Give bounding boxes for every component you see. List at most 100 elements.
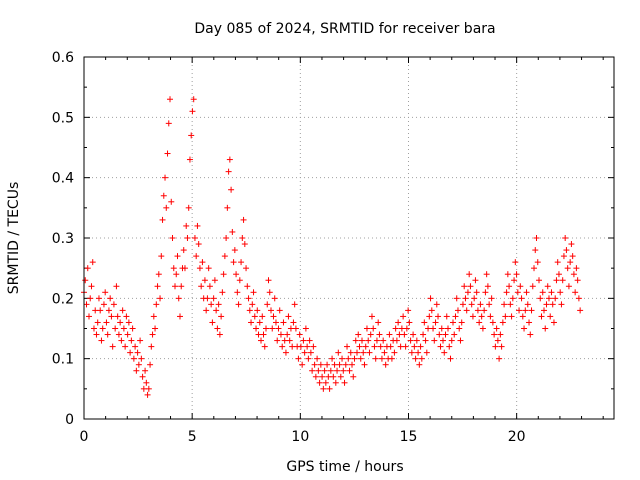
data-point	[210, 295, 217, 302]
data-point	[280, 319, 287, 326]
data-point	[382, 361, 389, 368]
data-point	[321, 367, 328, 374]
data-point	[133, 367, 140, 374]
data-point	[474, 307, 481, 314]
data-point	[446, 343, 453, 350]
plot-frame	[83, 56, 615, 420]
data-point	[329, 355, 336, 362]
data-point	[286, 337, 293, 344]
data-point	[143, 379, 150, 386]
data-point	[194, 222, 201, 229]
data-point	[317, 361, 324, 368]
data-point	[132, 343, 139, 350]
data-point	[100, 301, 107, 308]
data-point	[269, 325, 276, 332]
data-point	[487, 313, 494, 320]
data-point	[459, 301, 466, 308]
data-point	[431, 337, 438, 344]
data-point	[373, 337, 380, 344]
data-point	[306, 337, 313, 344]
data-point	[526, 319, 533, 326]
data-point	[109, 343, 116, 350]
data-point	[372, 355, 379, 362]
data-point	[98, 337, 105, 344]
data-point	[562, 235, 569, 241]
data-point	[538, 313, 545, 320]
data-points	[81, 96, 584, 398]
data-point	[523, 289, 530, 296]
data-point	[307, 349, 314, 356]
data-point	[110, 301, 117, 308]
data-point	[229, 228, 236, 235]
data-point	[418, 355, 425, 362]
data-point	[516, 307, 523, 314]
data-point	[435, 313, 442, 320]
data-point	[568, 241, 575, 248]
data-point	[415, 349, 422, 356]
data-point	[423, 349, 430, 356]
data-point	[363, 325, 370, 332]
data-point	[569, 253, 576, 260]
grid-lines	[84, 57, 614, 419]
data-point	[574, 277, 581, 284]
y-tick-labels: 0 0.1 0.2 0.3 0.4 0.5 0.6	[52, 50, 74, 428]
data-point	[163, 204, 170, 211]
y-tick-label: 0.4	[52, 171, 74, 187]
data-point	[88, 283, 95, 290]
x-tick-label: 5	[188, 429, 197, 445]
data-point	[366, 349, 373, 356]
x-tick-label: 0	[80, 429, 89, 445]
data-point	[145, 385, 152, 392]
data-point	[94, 319, 101, 326]
data-point	[461, 283, 468, 290]
data-point	[440, 337, 447, 344]
y-tick-label: 0	[65, 412, 74, 428]
data-point	[215, 301, 222, 308]
data-point	[203, 307, 210, 314]
data-point	[486, 301, 493, 308]
data-point	[89, 259, 96, 266]
data-point	[349, 361, 356, 368]
data-point	[84, 265, 91, 272]
data-point	[547, 313, 554, 320]
data-point	[432, 319, 439, 326]
data-point	[214, 325, 221, 332]
data-point	[441, 349, 448, 356]
data-point	[567, 259, 574, 266]
data-point	[529, 283, 536, 290]
data-point	[274, 337, 281, 344]
data-point	[577, 307, 584, 314]
data-point	[411, 343, 418, 350]
data-point	[442, 331, 449, 338]
data-point	[155, 271, 162, 278]
data-point	[114, 313, 121, 320]
data-point	[256, 319, 263, 326]
data-point	[125, 319, 132, 326]
data-point	[253, 325, 260, 332]
data-point	[90, 325, 97, 332]
data-point	[284, 331, 291, 338]
data-point	[127, 349, 134, 356]
data-point	[150, 313, 157, 320]
data-point	[208, 301, 215, 308]
data-point	[416, 361, 423, 368]
data-point	[437, 343, 444, 350]
data-point	[469, 313, 476, 320]
data-point	[322, 379, 329, 386]
data-point	[108, 313, 115, 320]
data-point	[275, 325, 282, 332]
data-point	[246, 307, 253, 314]
data-point	[199, 259, 206, 266]
data-point	[144, 391, 151, 398]
data-point	[476, 319, 483, 326]
data-point	[107, 295, 114, 302]
data-point	[509, 295, 516, 302]
y-tick-label: 0.5	[52, 110, 74, 126]
data-point	[370, 325, 377, 332]
data-point	[405, 307, 412, 314]
data-point	[243, 265, 250, 272]
data-point	[139, 373, 146, 380]
data-point	[157, 295, 164, 302]
data-point	[403, 325, 410, 332]
data-point	[452, 313, 459, 320]
